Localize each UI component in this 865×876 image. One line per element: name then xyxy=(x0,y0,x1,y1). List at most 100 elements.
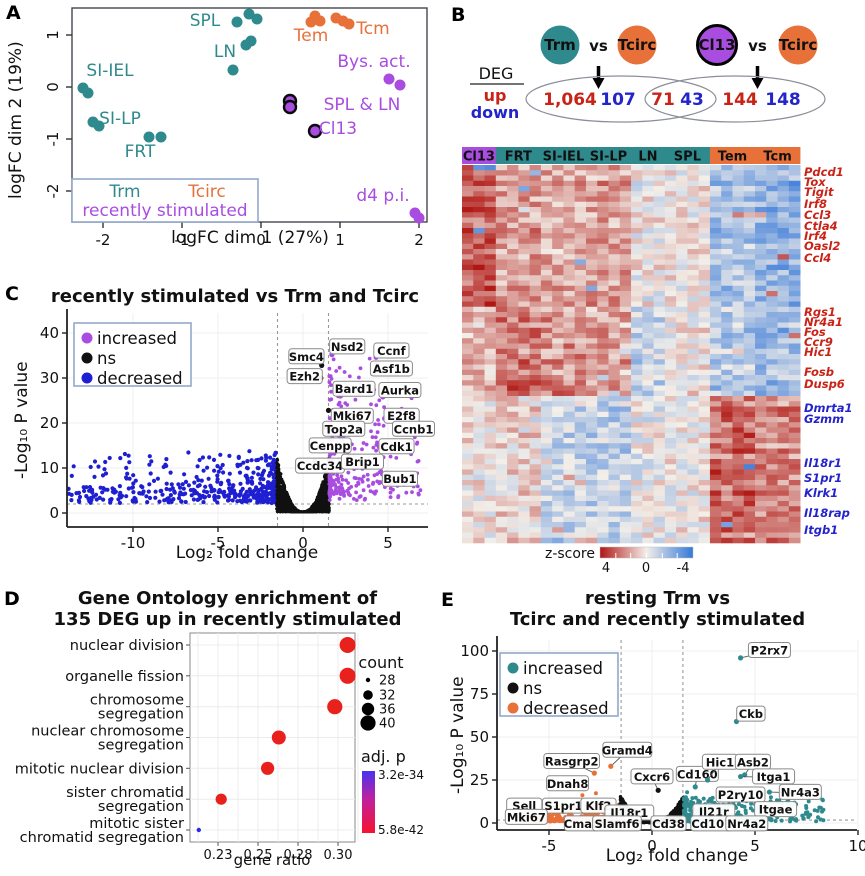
svg-text:-2: -2 xyxy=(96,231,111,249)
svg-text:Mki67: Mki67 xyxy=(333,409,372,423)
panel-d-plot: 0.23 0.25 0.28 0.30 nuclear division organell… xyxy=(15,632,424,863)
svg-text:0: 0 xyxy=(49,504,59,522)
point-LN xyxy=(240,39,252,51)
circle-Trm xyxy=(540,25,580,65)
svg-text:segregation: segregation xyxy=(98,738,184,754)
svg-text:nuclear chromosome: nuclear chromosome xyxy=(31,724,184,740)
arrow-head xyxy=(751,78,764,89)
hm-header-Tcm xyxy=(755,147,801,164)
svg-text:vs: vs xyxy=(589,37,608,55)
svg-text:Aurka: Aurka xyxy=(381,384,419,398)
legend-box xyxy=(73,322,192,387)
gene-flag-Slamf6 xyxy=(592,815,642,832)
arrow-head xyxy=(592,78,605,89)
svg-text:d4 p.i.: d4 p.i. xyxy=(356,186,409,206)
gene-flag-Bub1 xyxy=(381,470,418,487)
svg-text:S1pr1: S1pr1 xyxy=(804,471,842,485)
point-SI-IEL xyxy=(82,87,94,99)
point-Tem xyxy=(314,15,326,27)
svg-text:Trm: Trm xyxy=(108,182,140,202)
svg-text:Cl13: Cl13 xyxy=(319,119,357,139)
panel-d-xlabel: gene ratio xyxy=(233,851,311,869)
panel-c-ylabel: -Log₁₀ P value xyxy=(12,361,32,479)
gene-flag-P2ry10 xyxy=(715,786,766,803)
gene-flag-Aurka xyxy=(378,382,422,399)
svg-text:-1: -1 xyxy=(175,231,190,249)
svg-text:148: 148 xyxy=(765,90,801,110)
panel-c-letter: C xyxy=(5,283,19,305)
svg-text:Tox: Tox xyxy=(804,175,826,189)
gene-flag-Top2a xyxy=(322,420,366,437)
panel-d-letter: D xyxy=(4,588,20,610)
svg-text:Asf1b: Asf1b xyxy=(373,362,410,376)
svg-text:Il18r1: Il18r1 xyxy=(804,456,842,470)
panel-c-plot: -10 -5 0 5 0 10 20 30 40 Smc4 Nsd2 Ccnf Asf1b Ezh2 Bar… xyxy=(40,309,435,552)
point-FRT xyxy=(143,131,155,143)
go-dot xyxy=(196,827,201,833)
svg-text:Ccr9: Ccr9 xyxy=(804,335,833,349)
svg-text:Ccnb1: Ccnb1 xyxy=(394,422,434,436)
svg-text:Ccl3: Ccl3 xyxy=(804,208,831,222)
go-dot xyxy=(261,761,275,775)
point-Bys. act. xyxy=(383,73,395,85)
svg-text:Ccl4: Ccl4 xyxy=(804,251,831,265)
svg-text:Gzmm: Gzmm xyxy=(804,412,844,426)
svg-text:Bard1: Bard1 xyxy=(335,382,373,396)
svg-text:0: 0 xyxy=(44,82,62,92)
svg-text:36: 36 xyxy=(379,703,396,718)
svg-text:Tcirc: Tcirc xyxy=(618,36,657,54)
adjp-colorbar xyxy=(362,771,375,833)
go-dot xyxy=(271,730,286,745)
hm-header-FRT xyxy=(495,147,542,164)
point-SPL xyxy=(251,13,263,25)
svg-text:z-score: z-score xyxy=(545,546,595,562)
svg-text:chromatid segregation: chromatid segregation xyxy=(20,830,184,846)
svg-text:Fos: Fos xyxy=(804,325,826,339)
point-SPL xyxy=(243,8,255,20)
svg-text:Ccdc34: Ccdc34 xyxy=(297,459,343,473)
svg-text:Cl13: Cl13 xyxy=(463,150,495,165)
go-dot xyxy=(339,637,356,653)
svg-text:Oasl2: Oasl2 xyxy=(804,239,840,253)
svg-text:0: 0 xyxy=(298,534,308,552)
svg-text:43: 43 xyxy=(680,90,704,110)
svg-text:mitotic sister: mitotic sister xyxy=(89,816,184,832)
svg-text:Trm: Trm xyxy=(544,36,576,54)
svg-text:71: 71 xyxy=(651,90,675,110)
gene-flag-Cxcr6 xyxy=(630,768,674,785)
svg-text:10: 10 xyxy=(40,459,59,477)
svg-text:4: 4 xyxy=(602,561,610,575)
gene-flag-Ccnb1 xyxy=(392,420,435,437)
gene-flag-Dnah8 xyxy=(546,775,590,792)
gene-flag-Bard1 xyxy=(332,380,376,397)
gene-labels: Smc4 Nsd2 Ccnf Asf1b Ezh2 Bard1 Aurka Mki67 E2f8… xyxy=(286,338,435,487)
go-dot xyxy=(327,699,343,715)
svg-text:40: 40 xyxy=(379,717,396,732)
hm-header-Tem xyxy=(709,147,756,164)
svg-text:Klrk1: Klrk1 xyxy=(804,486,838,500)
panel-e-xlabel: Log₂ fold change xyxy=(605,846,749,866)
panel-a-ylabel: logFC dim 2 (19%) xyxy=(6,41,26,199)
panel-e-letter: E xyxy=(441,589,454,611)
svg-text:Tcirc: Tcirc xyxy=(187,182,226,202)
svg-text:Dusp6: Dusp6 xyxy=(804,377,845,391)
gene-flag-Nr4a3 xyxy=(778,783,822,800)
gene-flag-Mki67 xyxy=(504,808,548,825)
svg-text:organelle fission: organelle fission xyxy=(65,669,184,685)
point-SPL xyxy=(231,16,243,28)
gene-flag-Brip1 xyxy=(341,453,384,470)
panel-c-xlabel: Log₂ fold change xyxy=(175,543,319,563)
svg-text:Ezh2: Ezh2 xyxy=(289,370,320,384)
svg-text:SPL & LN: SPL & LN xyxy=(324,95,401,115)
sample-points xyxy=(77,8,425,224)
legend-box xyxy=(71,178,259,223)
svg-text:3.2e-34: 3.2e-34 xyxy=(378,768,424,782)
hm-header-SPL xyxy=(664,147,711,164)
circle-Cl13 xyxy=(696,24,738,66)
svg-text:-5: -5 xyxy=(211,534,226,552)
svg-text:Pdcd1: Pdcd1 xyxy=(804,165,844,179)
circle-Tcirc xyxy=(617,25,657,65)
point-Bys. act. xyxy=(394,79,406,91)
svg-text:-10: -10 xyxy=(121,534,146,552)
